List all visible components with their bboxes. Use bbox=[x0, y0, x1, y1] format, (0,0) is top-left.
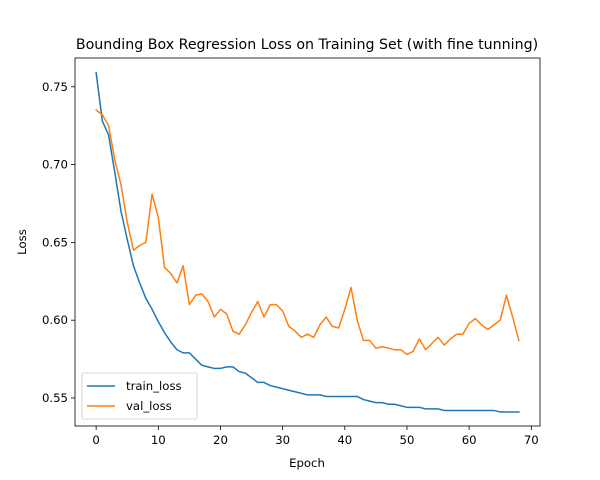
x-tick-label: 60 bbox=[462, 433, 477, 447]
x-tick-label: 40 bbox=[337, 433, 352, 447]
x-tick-label: 70 bbox=[524, 433, 539, 447]
x-tick-label: 30 bbox=[275, 433, 290, 447]
y-tick-label: 0.75 bbox=[42, 80, 68, 94]
series-layer bbox=[95, 71, 520, 413]
y-tick-label: 0.55 bbox=[42, 391, 68, 405]
x-axis: 0 10 20 30 40 50 60 70 bbox=[92, 426, 539, 447]
y-tick-label: 0.65 bbox=[42, 235, 68, 249]
y-axis: 0.55 0.60 0.65 0.70 0.75 bbox=[42, 80, 75, 405]
legend-label-train_loss: train_loss bbox=[126, 379, 182, 393]
legend-box bbox=[81, 372, 198, 420]
y-tick-label: 0.70 bbox=[42, 158, 68, 172]
series-line-train_loss bbox=[95, 71, 520, 413]
y-axis-label: Loss bbox=[15, 229, 29, 255]
series-line-val_loss bbox=[95, 109, 520, 356]
legend: train_loss val_loss bbox=[81, 372, 198, 420]
x-tick-label: 0 bbox=[92, 433, 99, 447]
x-tick-label: 10 bbox=[151, 433, 166, 447]
x-axis-label: Epoch bbox=[289, 456, 325, 470]
y-tick-label: 0.60 bbox=[42, 313, 68, 327]
legend-label-val_loss: val_loss bbox=[126, 399, 172, 413]
chart-title: Bounding Box Regression Loss on Training… bbox=[76, 37, 538, 53]
x-tick-label: 50 bbox=[400, 433, 415, 447]
x-tick-label: 20 bbox=[213, 433, 228, 447]
